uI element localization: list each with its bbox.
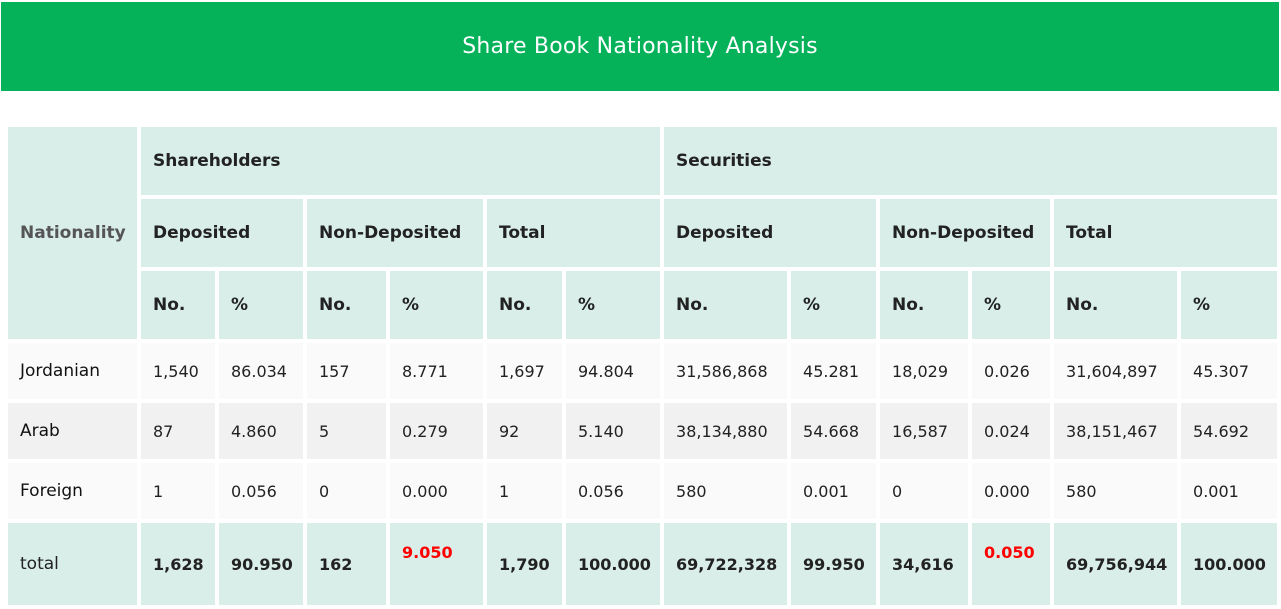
total-cell: 100.000: [1181, 523, 1278, 605]
cell: 16,587: [880, 403, 969, 459]
header-no: No.: [664, 271, 788, 339]
cell: 5: [307, 403, 386, 459]
total-cell: 69,722,328: [664, 523, 788, 605]
total-cell: 162: [307, 523, 386, 605]
table-row-total: total 1,628 90.950 162 9.050 1,790 100.0…: [8, 523, 1278, 605]
cell: 580: [1054, 463, 1178, 519]
cell: 0: [880, 463, 969, 519]
header-shareholders-non-deposited: Non-Deposited: [307, 199, 483, 267]
cell: 86.034: [219, 343, 303, 399]
total-cell-highlight: 9.050: [390, 523, 483, 605]
page-title-banner: Share Book Nationality Analysis: [1, 2, 1279, 91]
header-securities: Securities: [664, 127, 1278, 195]
total-cell: 1,628: [141, 523, 215, 605]
cell: 0.056: [219, 463, 303, 519]
header-no: No.: [487, 271, 562, 339]
row-nationality: Foreign: [8, 463, 137, 519]
header-pct: %: [791, 271, 877, 339]
header-pct: %: [566, 271, 661, 339]
header-nationality: Nationality: [8, 127, 137, 339]
cell: 38,151,467: [1054, 403, 1178, 459]
header-no: No.: [880, 271, 969, 339]
header-pct: %: [972, 271, 1051, 339]
total-cell: 100.000: [566, 523, 661, 605]
header-shareholders: Shareholders: [141, 127, 661, 195]
cell: 45.307: [1181, 343, 1278, 399]
cell: 94.804: [566, 343, 661, 399]
total-cell: 1,790: [487, 523, 562, 605]
cell: 45.281: [791, 343, 877, 399]
cell: 92: [487, 403, 562, 459]
row-total-label: total: [8, 523, 137, 605]
header-shareholders-total: Total: [487, 199, 661, 267]
cell: 0.001: [791, 463, 877, 519]
cell: 54.692: [1181, 403, 1278, 459]
cell: 38,134,880: [664, 403, 788, 459]
header-no: No.: [141, 271, 215, 339]
cell: 1,697: [487, 343, 562, 399]
header-no: No.: [1054, 271, 1178, 339]
cell: 0.000: [972, 463, 1051, 519]
cell: 157: [307, 343, 386, 399]
cell: 31,604,897: [1054, 343, 1178, 399]
cell: 18,029: [880, 343, 969, 399]
row-nationality: Arab: [8, 403, 137, 459]
table-row-foreign: Foreign 1 0.056 0 0.000 1 0.056 580 0.00…: [8, 463, 1278, 519]
total-cell: 34,616: [880, 523, 969, 605]
cell: 1: [141, 463, 215, 519]
cell: 54.668: [791, 403, 877, 459]
header-shareholders-deposited: Deposited: [141, 199, 303, 267]
nationality-analysis-table: Nationality Shareholders Securities Depo…: [4, 123, 1281, 609]
table-row-jordanian: Jordanian 1,540 86.034 157 8.771 1,697 9…: [8, 343, 1278, 399]
page-title: Share Book Nationality Analysis: [462, 34, 818, 59]
header-no: No.: [307, 271, 386, 339]
header-securities-deposited: Deposited: [664, 199, 877, 267]
cell: 4.860: [219, 403, 303, 459]
header-pct: %: [219, 271, 303, 339]
row-nationality: Jordanian: [8, 343, 137, 399]
cell: 1: [487, 463, 562, 519]
header-pct: %: [390, 271, 483, 339]
cell: 5.140: [566, 403, 661, 459]
cell: 1,540: [141, 343, 215, 399]
total-cell: 90.950: [219, 523, 303, 605]
cell: 580: [664, 463, 788, 519]
total-cell-highlight: 0.050: [972, 523, 1051, 605]
cell: 31,586,868: [664, 343, 788, 399]
cell: 0.279: [390, 403, 483, 459]
table-row-arab: Arab 87 4.860 5 0.279 92 5.140 38,134,88…: [8, 403, 1278, 459]
cell: 0.001: [1181, 463, 1278, 519]
cell: 0.056: [566, 463, 661, 519]
header-securities-non-deposited: Non-Deposited: [880, 199, 1051, 267]
cell: 87: [141, 403, 215, 459]
cell: 0.000: [390, 463, 483, 519]
total-cell: 69,756,944: [1054, 523, 1178, 605]
total-cell: 99.950: [791, 523, 877, 605]
cell: 0: [307, 463, 386, 519]
cell: 0.026: [972, 343, 1051, 399]
cell: 8.771: [390, 343, 483, 399]
cell: 0.024: [972, 403, 1051, 459]
header-pct: %: [1181, 271, 1278, 339]
header-securities-total: Total: [1054, 199, 1278, 267]
